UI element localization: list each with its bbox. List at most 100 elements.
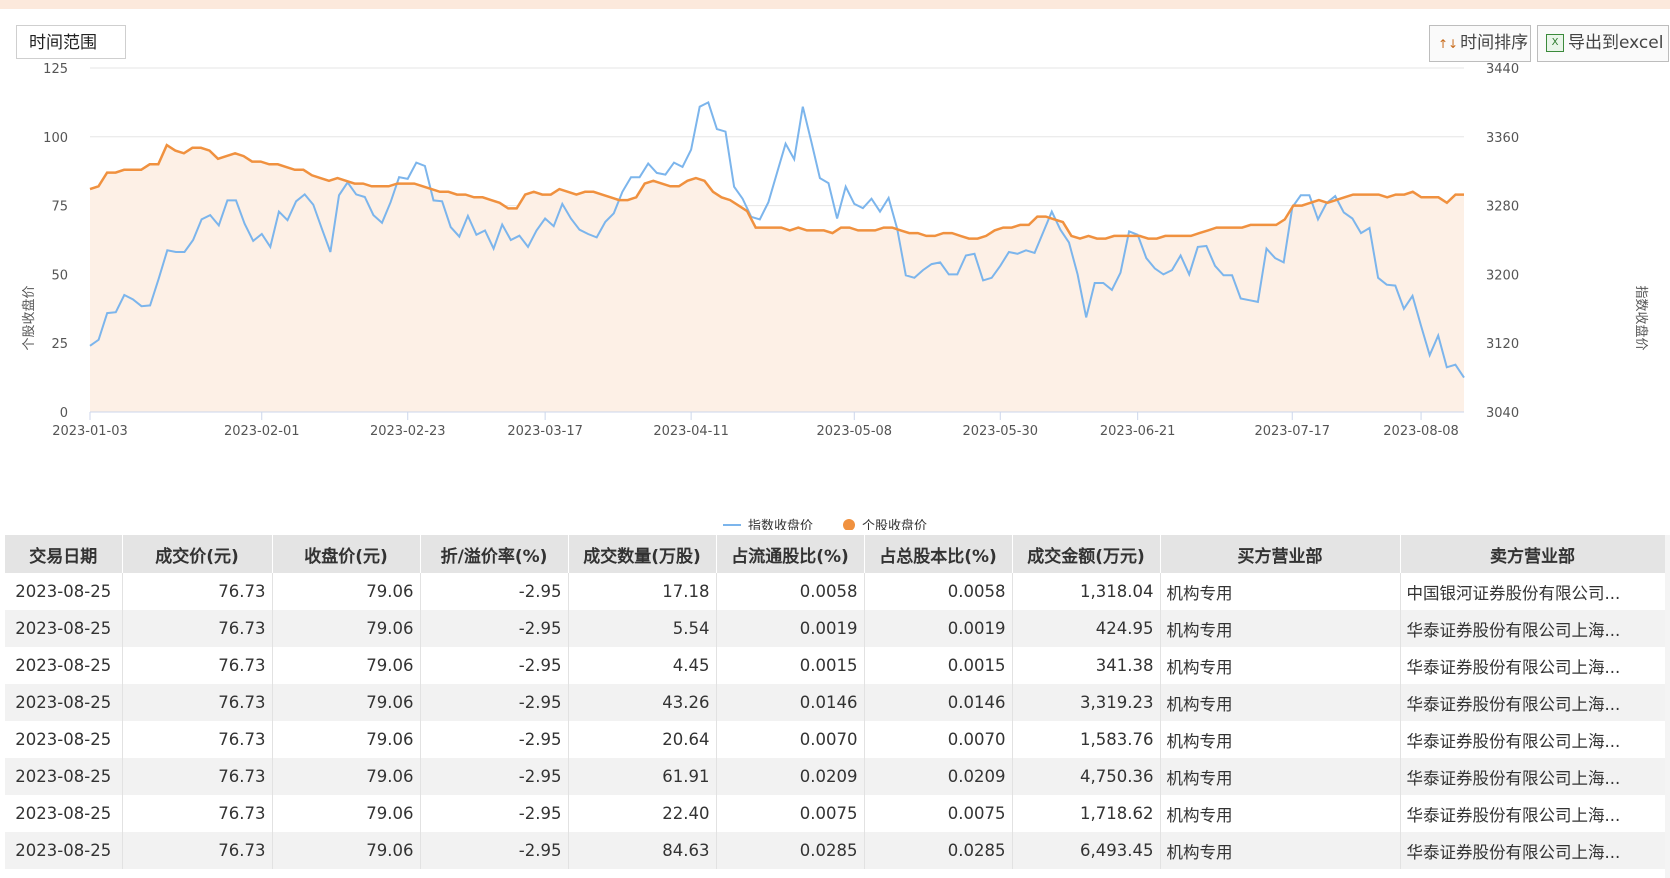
table-cell: 76.73 <box>122 684 273 721</box>
legend-item-index[interactable]: 指数收盘价 <box>723 518 813 530</box>
right-tick-label: 3120 <box>1486 337 1519 352</box>
stock-close-area <box>90 145 1464 412</box>
left-tick-label: 75 <box>51 200 68 215</box>
table-cell: 79.06 <box>272 758 421 795</box>
table-cell: 0.0075 <box>864 795 1013 832</box>
export-excel-label: 导出到excel <box>1568 33 1664 53</box>
column-header[interactable]: 卖方营业部 <box>1400 535 1666 573</box>
table-cell: 0.0058 <box>864 573 1013 610</box>
x-tick-label: 2023-02-01 <box>224 424 300 439</box>
table-cell: -2.95 <box>420 721 569 758</box>
table-cell: 机构专用 <box>1160 721 1401 758</box>
table-scrollbar[interactable] <box>1665 535 1670 878</box>
table-row[interactable]: 2023-08-25 76.73 79.06 -2.95 4.45 0.0015 0.001… <box>5 647 1666 684</box>
toolbar: 时间范围 ↑↓ 时间排序 X 导出到excel <box>0 9 1670 63</box>
table-cell: 3,319.23 <box>1012 684 1161 721</box>
table-cell: 22.40 <box>568 795 717 832</box>
time-sort-button[interactable]: ↑↓ 时间排序 <box>1429 25 1531 62</box>
table-cell: 机构专用 <box>1160 758 1401 795</box>
right-tick-label: 3440 <box>1486 62 1519 77</box>
table-cell: 机构专用 <box>1160 647 1401 684</box>
left-y-axis: 0 25 50 75 100 125 <box>43 62 68 421</box>
table-cell: 76.73 <box>122 721 273 758</box>
table-cell: 0.0209 <box>716 758 865 795</box>
price-chart: 0 25 50 75 100 125 3040 3120 3200 3280 3360 3440 2… <box>21 62 1649 530</box>
x-tick-label: 2023-06-21 <box>1100 424 1176 439</box>
table-cell: 机构专用 <box>1160 795 1401 832</box>
left-tick-label: 25 <box>51 337 68 352</box>
sort-arrows-icon: ↑↓ <box>1438 37 1459 51</box>
column-header[interactable]: 买方营业部 <box>1160 535 1401 573</box>
table-header-row: 交易日期 成交价(元) 收盘价(元) 折/溢价率(%) 成交数量(万股) 占流通股比(%)… <box>5 535 1666 573</box>
table-cell: -2.95 <box>420 647 569 684</box>
right-tick-label: 3200 <box>1486 268 1519 283</box>
table-cell: 0.0070 <box>864 721 1013 758</box>
table-cell: 79.06 <box>272 610 421 647</box>
table-row[interactable]: 2023-08-25 76.73 79.06 -2.95 5.54 0.0019 0.001… <box>5 610 1666 647</box>
table-cell: 华泰证券股份有限公司上海... <box>1400 684 1666 721</box>
table-cell: 76.73 <box>122 647 273 684</box>
table-cell: 2023-08-25 <box>5 573 123 610</box>
right-tick-label: 3040 <box>1486 406 1519 421</box>
table-cell: 2023-08-25 <box>5 684 123 721</box>
legend-item-stock[interactable]: 个股收盘价 <box>843 518 927 530</box>
table-cell: 17.18 <box>568 573 717 610</box>
table-cell: 0.0015 <box>716 647 865 684</box>
table-cell: 0.0146 <box>716 684 865 721</box>
table-row[interactable]: 2023-08-25 76.73 79.06 -2.95 22.40 0.0075 0.00… <box>5 795 1666 832</box>
table-cell: 1,583.76 <box>1012 721 1161 758</box>
table-cell: 76.73 <box>122 573 273 610</box>
legend-stock-swatch <box>843 519 855 530</box>
time-range-select[interactable]: 时间范围 <box>16 25 126 59</box>
table-cell: 0.0070 <box>716 721 865 758</box>
legend-stock-label: 个股收盘价 <box>862 518 927 530</box>
table-row[interactable]: 2023-08-25 76.73 79.06 -2.95 17.18 0.0058 0.00… <box>5 573 1666 610</box>
table-row[interactable]: 2023-08-25 76.73 79.06 -2.95 84.63 0.0285 0.02… <box>5 832 1666 869</box>
left-tick-label: 100 <box>43 131 68 146</box>
table-cell: -2.95 <box>420 610 569 647</box>
column-header[interactable]: 收盘价(元) <box>272 535 421 573</box>
table-cell: 2023-08-25 <box>5 610 123 647</box>
table-cell: 2023-08-25 <box>5 832 123 869</box>
table-cell: 79.06 <box>272 795 421 832</box>
table-cell: 79.06 <box>272 684 421 721</box>
table-cell: 0.0015 <box>864 647 1013 684</box>
table-cell: 1,718.62 <box>1012 795 1161 832</box>
column-header[interactable]: 交易日期 <box>5 535 123 573</box>
stock-close-line <box>89 143 1464 240</box>
table-cell: -2.95 <box>420 795 569 832</box>
table-cell: 华泰证券股份有限公司上海... <box>1400 758 1666 795</box>
table-body: 2023-08-25 76.73 79.06 -2.95 17.18 0.0058 0.00… <box>5 573 1666 869</box>
table-cell: -2.95 <box>420 684 569 721</box>
table-cell: 机构专用 <box>1160 610 1401 647</box>
column-header[interactable]: 折/溢价率(%) <box>420 535 569 573</box>
column-header[interactable]: 成交金额(万元) <box>1012 535 1161 573</box>
table-cell: 4.45 <box>568 647 717 684</box>
column-header[interactable]: 占总股本比(%) <box>864 535 1013 573</box>
table-cell: 79.06 <box>272 721 421 758</box>
table-cell: 0.0285 <box>864 832 1013 869</box>
table-cell: 0.0285 <box>716 832 865 869</box>
table-cell: 424.95 <box>1012 610 1161 647</box>
table-cell: 华泰证券股份有限公司上海... <box>1400 721 1666 758</box>
table-row[interactable]: 2023-08-25 76.73 79.06 -2.95 20.64 0.0070 0.00… <box>5 721 1666 758</box>
table-cell: 84.63 <box>568 832 717 869</box>
table-cell: 76.73 <box>122 795 273 832</box>
left-tick-label: 125 <box>43 62 68 77</box>
right-tick-label: 3360 <box>1486 131 1519 146</box>
x-tick-label: 2023-03-17 <box>507 424 583 439</box>
left-tick-label: 0 <box>60 406 68 421</box>
column-header[interactable]: 成交数量(万股) <box>568 535 717 573</box>
export-excel-button[interactable]: X 导出到excel <box>1537 25 1669 62</box>
table-cell: 0.0209 <box>864 758 1013 795</box>
table-cell: 0.0019 <box>864 610 1013 647</box>
table-cell: 79.06 <box>272 832 421 869</box>
x-tick-label: 2023-05-30 <box>962 424 1038 439</box>
table-cell: 0.0019 <box>716 610 865 647</box>
table-cell: 2023-08-25 <box>5 721 123 758</box>
table-cell: 华泰证券股份有限公司上海... <box>1400 647 1666 684</box>
table-row[interactable]: 2023-08-25 76.73 79.06 -2.95 61.91 0.0209 0.02… <box>5 758 1666 795</box>
column-header[interactable]: 成交价(元) <box>122 535 273 573</box>
column-header[interactable]: 占流通股比(%) <box>716 535 865 573</box>
table-row[interactable]: 2023-08-25 76.73 79.06 -2.95 43.26 0.0146 0.01… <box>5 684 1666 721</box>
